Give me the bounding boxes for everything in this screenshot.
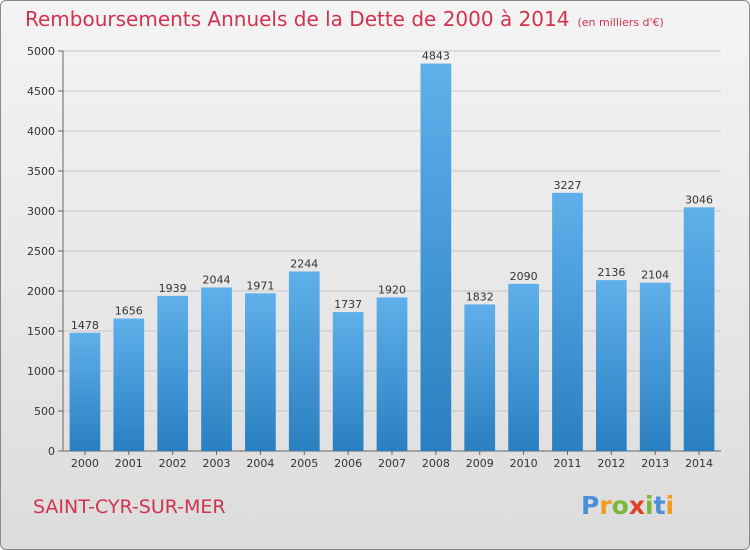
data-label: 2136 [597, 266, 625, 279]
data-label: 1656 [115, 305, 143, 318]
bar-2008 [420, 63, 452, 452]
logo-letter: o [611, 491, 629, 520]
y-tick-labels: 0 500 1000 1500 2000 2500 3000 3500 4000 4500 5000 [27, 45, 63, 458]
x-tick-label: 2004 [246, 457, 274, 470]
data-labels: 1478 1656 1939 2044 1971 2244 1737 1920 4843 1832… [71, 50, 713, 332]
data-label: 1832 [466, 290, 494, 303]
bar-2012 [595, 280, 627, 451]
logo-letter: i [645, 491, 654, 520]
data-label: 1920 [378, 283, 406, 296]
data-label: 1478 [71, 319, 99, 332]
data-label: 3046 [685, 193, 713, 206]
y-tick-label: 500 [34, 405, 55, 418]
data-label: 2090 [510, 270, 538, 283]
x-tick-label: 2013 [641, 457, 669, 470]
title-text: Remboursements Annuels de la Dette de 20… [25, 7, 570, 31]
x-tick-label: 2008 [422, 457, 450, 470]
x-tick-label: 2005 [290, 457, 318, 470]
y-tick-label: 2000 [27, 285, 55, 298]
logo-letter: t [653, 491, 666, 520]
bar-2004 [245, 293, 276, 451]
bar-2011 [552, 192, 583, 451]
bar-2010 [508, 283, 539, 451]
x-tick-label: 2014 [685, 457, 713, 470]
y-tick-label: 2500 [27, 245, 55, 258]
bar-2000 [69, 332, 101, 451]
x-tick-label: 2003 [203, 457, 231, 470]
chart-title: Remboursements Annuels de la Dette de 20… [25, 7, 664, 31]
y-tick-label: 1000 [27, 365, 55, 378]
data-label: 2104 [641, 269, 669, 282]
bar-2013 [639, 282, 671, 451]
y-tick-label: 3000 [27, 205, 55, 218]
x-tick-label: 2009 [466, 457, 494, 470]
x-tick-label: 2006 [334, 457, 362, 470]
x-tick-label: 2011 [553, 457, 581, 470]
bar-2001 [113, 318, 145, 451]
bars [69, 63, 715, 452]
x-tick-label: 2007 [378, 457, 406, 470]
logo-letter: r [599, 491, 612, 520]
data-label: 1971 [246, 279, 274, 292]
logo-letter: i [665, 491, 675, 520]
x-tick-label: 2001 [115, 457, 143, 470]
bar-2006 [332, 312, 364, 451]
logo-letter: x [628, 491, 645, 520]
commune-name: SAINT-CYR-SUR-MER [33, 496, 226, 518]
x-tick-label: 2010 [510, 457, 538, 470]
x-tick-label: 2012 [597, 457, 625, 470]
data-label: 4843 [422, 50, 450, 63]
y-tick-label: 4000 [27, 125, 55, 138]
logo-letter: P [581, 491, 600, 520]
data-label: 2044 [203, 273, 231, 286]
bar-2014 [683, 207, 715, 451]
bar-2003 [201, 287, 232, 451]
x-tick-label: 2000 [71, 457, 99, 470]
proxiti-logo: Proxiti [581, 491, 674, 520]
unit-note: (en milliers d'€) [577, 16, 664, 29]
y-tick-label: 0 [48, 445, 55, 458]
y-tick-label: 1500 [27, 325, 55, 338]
bar-2002 [157, 295, 189, 451]
x-tick-labels: 2000 2001 2002 2003 2004 2005 2006 2007 2008 2009… [71, 451, 713, 470]
x-tick-label: 2002 [159, 457, 187, 470]
y-tick-label: 4500 [27, 85, 55, 98]
data-label: 1939 [159, 282, 187, 295]
bar-2007 [376, 297, 408, 451]
bar-2005 [288, 271, 320, 451]
data-label: 3227 [553, 179, 581, 192]
bar-2009 [464, 304, 496, 451]
y-tick-label: 3500 [27, 165, 55, 178]
y-tick-label: 5000 [27, 45, 55, 58]
data-label: 2244 [290, 257, 318, 270]
data-label: 1737 [334, 298, 362, 311]
